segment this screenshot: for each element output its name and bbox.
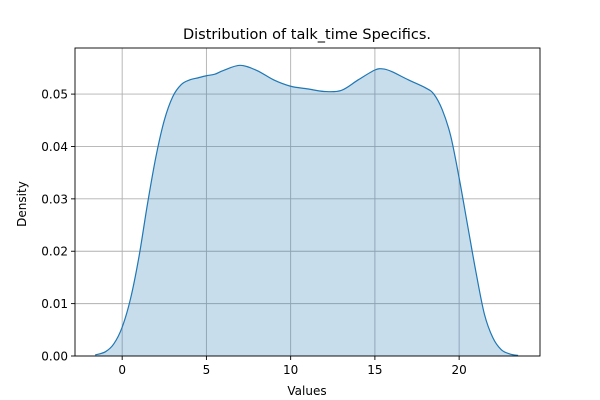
y-tick-label: 0.02: [41, 245, 68, 259]
y-tick-label: 0.04: [41, 140, 68, 154]
y-tick-label: 0.03: [41, 192, 68, 206]
x-tick-label: 15: [367, 363, 382, 377]
density-line: [95, 64, 519, 357]
plot-frame: [74, 47, 541, 357]
x-axis: 0 5 10 15 20: [118, 356, 467, 377]
y-axis-label: Density: [15, 181, 29, 227]
density-area: [95, 65, 519, 356]
y-tick-label: 0.00: [41, 350, 68, 364]
x-axis-label: Values: [287, 384, 326, 398]
chart-title: Distribution of talk_time Specifics.: [183, 27, 431, 43]
y-tick-label: 0.05: [41, 88, 68, 102]
x-tick-label: 10: [283, 363, 298, 377]
x-tick-label: 20: [451, 363, 466, 377]
y-axis: 0.00 0.01 0.02 0.03 0.04 0.05: [41, 88, 75, 364]
y-tick-label: 0.01: [41, 297, 68, 311]
x-tick-label: 5: [203, 363, 211, 377]
x-tick-label: 0: [118, 363, 126, 377]
